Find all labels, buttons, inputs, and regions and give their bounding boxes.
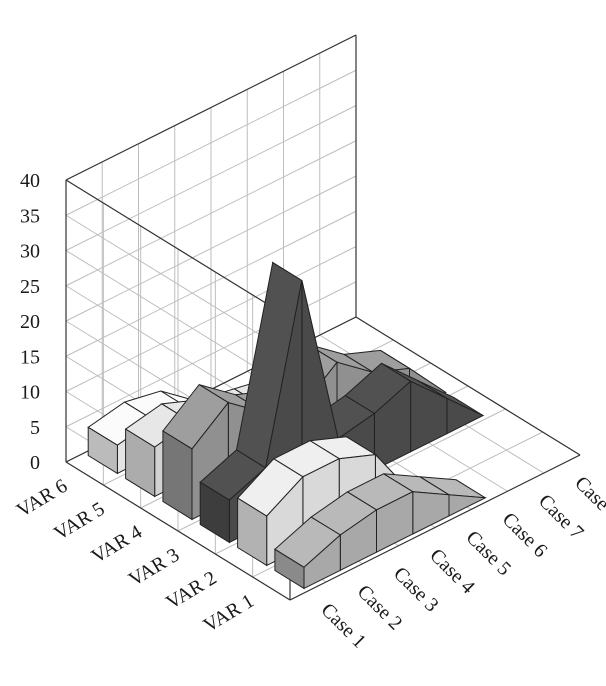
z-tick-label: 40: [20, 170, 40, 192]
z-tick-label: 5: [30, 417, 40, 439]
variable-tick-label: VAR 6: [13, 475, 71, 522]
ribbon-front-face: [413, 492, 449, 534]
z-tick-label: 25: [20, 276, 40, 298]
z-tick-label: 15: [20, 346, 40, 368]
case-tick-label: Case 1: [317, 599, 371, 653]
chart-ribbons: [88, 263, 485, 589]
z-tick-label: 20: [20, 311, 40, 333]
variable-tick-label: VAR 1: [200, 590, 258, 637]
z-tick-label: 0: [30, 452, 40, 474]
z-tick-label: 35: [20, 205, 40, 227]
z-tick-label: 10: [20, 382, 40, 404]
variable-tick-label: VAR 4: [88, 521, 146, 568]
ribbon-front-face: [447, 398, 483, 433]
z-tick-label: 30: [20, 241, 40, 263]
variable-tick-label: VAR 3: [125, 544, 183, 591]
variable-tick-label: VAR 5: [50, 498, 108, 545]
variable-tick-label: VAR 2: [162, 567, 220, 614]
